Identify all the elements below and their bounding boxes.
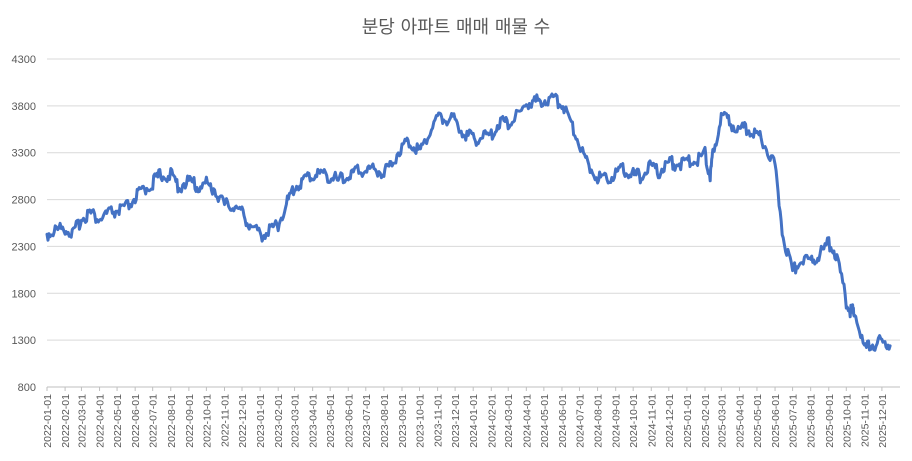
x-tick-label: 2025-01-01 <box>682 394 694 448</box>
x-tick-label: 2023-11-01 <box>433 394 445 447</box>
x-tick-label: 2023-02-01 <box>273 394 285 448</box>
x-tick-label: 2023-05-01 <box>325 394 337 448</box>
x-tick-label: 2023-10-01 <box>414 394 426 448</box>
y-axis-ticks: 800 1300 1800 2300 2800 3300 3800 4300 <box>12 54 36 394</box>
x-tick-label: 2024-04-01 <box>521 394 533 448</box>
x-tick-label: 2022-05-01 <box>112 394 124 448</box>
series-line-0 <box>45 92 892 352</box>
x-tick-label: 2024-05-01 <box>539 394 551 448</box>
x-tick-label: 2025-07-01 <box>788 394 800 448</box>
x-tick-label: 2025-08-01 <box>806 394 818 448</box>
x-tick-label: 2025-10-01 <box>841 394 853 448</box>
y-tick-label: 3300 <box>12 148 36 160</box>
series-layer <box>45 92 892 352</box>
x-axis-ticks: 2022-01-01 2022-02-01 2022-03-01 2022-04-01… <box>42 387 889 448</box>
x-tick-label: 2022-07-01 <box>148 394 160 448</box>
x-tick-label: 2023-07-01 <box>361 394 373 448</box>
x-tick-label: 2025-11-01 <box>859 394 871 447</box>
x-tick-label: 2022-02-01 <box>60 394 72 448</box>
x-tick-label: 2025-09-01 <box>824 394 836 448</box>
x-tick-label: 2025-12-01 <box>877 394 889 448</box>
x-tick-label: 2025-05-01 <box>752 394 764 448</box>
x-tick-label: 2023-12-01 <box>450 394 462 448</box>
x-tick-label: 2023-06-01 <box>343 394 355 448</box>
x-tick-label: 2024-07-01 <box>574 394 586 448</box>
x-tick-label: 2024-12-01 <box>664 394 676 448</box>
x-tick-label: 2023-08-01 <box>379 394 391 448</box>
x-tick-label: 2022-04-01 <box>95 394 107 448</box>
x-tick-label: 2024-01-01 <box>468 394 480 448</box>
x-tick-label: 2022-12-01 <box>237 394 249 448</box>
x-tick-label: 2023-04-01 <box>308 394 320 448</box>
x-tick-label: 2023-01-01 <box>255 394 267 448</box>
x-tick-label: 2022-01-01 <box>42 394 54 448</box>
x-tick-label: 2023-09-01 <box>397 394 409 448</box>
x-tick-label: 2024-02-01 <box>486 394 498 448</box>
x-tick-label: 2024-06-01 <box>557 394 569 448</box>
x-tick-label: 2023-03-01 <box>290 394 302 448</box>
x-tick-label: 2024-08-01 <box>593 394 605 448</box>
x-tick-label: 2022-10-01 <box>201 394 213 448</box>
x-tick-label: 2024-09-01 <box>611 394 623 448</box>
x-tick-label: 2022-09-01 <box>184 394 196 448</box>
x-tick-label: 2025-02-01 <box>700 394 712 448</box>
y-tick-label: 800 <box>18 382 36 394</box>
x-tick-label: 2022-08-01 <box>166 394 178 448</box>
chart-title: 분당 아파트 매매 매물 수 <box>362 17 551 38</box>
gridlines <box>47 58 900 341</box>
x-tick-label: 2025-03-01 <box>716 394 728 448</box>
x-tick-label: 2025-04-01 <box>734 394 746 448</box>
y-tick-label: 3800 <box>12 101 36 113</box>
x-tick-label: 2022-11-01 <box>219 394 231 447</box>
y-tick-label: 2800 <box>12 195 36 207</box>
x-tick-label: 2024-10-01 <box>628 394 640 448</box>
y-tick-label: 1300 <box>12 335 36 347</box>
x-tick-label: 2025-06-01 <box>770 394 782 448</box>
y-tick-label: 4300 <box>12 54 36 66</box>
x-tick-label: 2024-11-01 <box>646 394 658 447</box>
x-tick-label: 2022-06-01 <box>130 394 142 448</box>
y-tick-label: 2300 <box>12 241 36 253</box>
y-tick-label: 1800 <box>12 288 36 300</box>
x-tick-label: 2024-03-01 <box>503 394 515 448</box>
x-tick-label: 2022-03-01 <box>76 394 88 448</box>
